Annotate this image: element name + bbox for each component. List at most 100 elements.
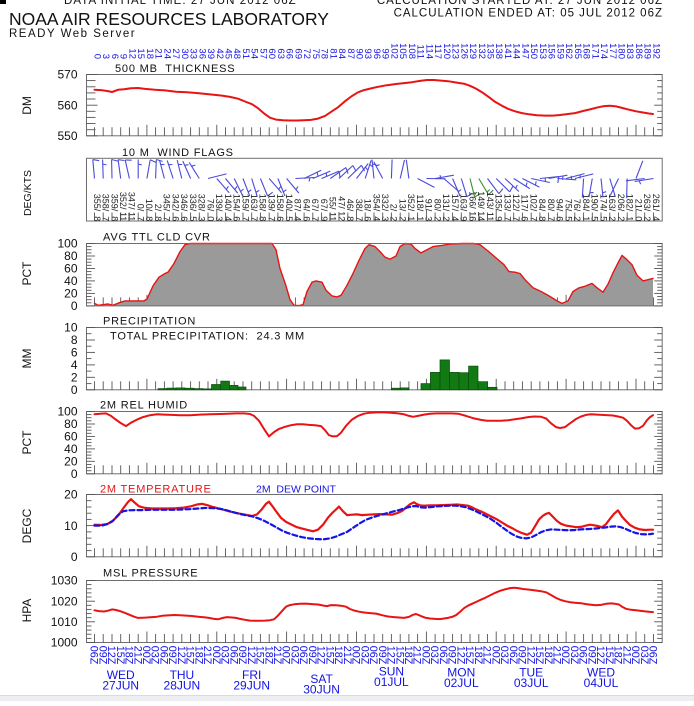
svg-text:01JUL: 01JUL (374, 675, 409, 689)
svg-text:0: 0 (71, 550, 78, 564)
svg-text:184/ 1: 184/ 1 (581, 194, 591, 222)
svg-text:2M TEMPERATURE: 2M TEMPERATURE (100, 484, 212, 496)
svg-text:2/ 8: 2/ 8 (153, 204, 163, 222)
svg-text:143/ 11: 143/ 11 (485, 192, 495, 221)
svg-text:1000: 1000 (51, 636, 78, 650)
svg-text:174/ 5: 174/ 5 (598, 194, 608, 222)
svg-text:139/ 7: 139/ 7 (266, 194, 276, 222)
svg-text:1010: 1010 (51, 615, 78, 629)
svg-text:94/ 6: 94/ 6 (555, 199, 565, 222)
svg-text:206/ 2: 206/ 2 (616, 194, 626, 222)
svg-text:192: 192 (650, 43, 661, 59)
svg-text:PCT: PCT (20, 430, 34, 455)
svg-text:20: 20 (64, 488, 78, 502)
svg-text:332/ 3: 332/ 3 (380, 194, 390, 222)
svg-text:342/ 6: 342/ 6 (170, 194, 180, 222)
svg-text:163/ 7: 163/ 7 (249, 194, 259, 222)
svg-text:PRECIPITATION: PRECIPITATION (103, 316, 196, 328)
svg-text:64/ 6: 64/ 6 (301, 199, 311, 222)
svg-text:158/ 8: 158/ 8 (258, 194, 268, 222)
svg-text:500 MB THICKNESS: 500 MB THICKNESS (115, 63, 235, 75)
svg-text:140/ 5: 140/ 5 (284, 194, 294, 222)
svg-text:190/ 5: 190/ 5 (590, 194, 600, 222)
svg-text:346/ 6: 346/ 6 (179, 194, 189, 222)
svg-text:READY Web Server: READY Web Server (9, 28, 136, 40)
svg-text:140/ 4: 140/ 4 (223, 194, 233, 222)
svg-text:75/ 5: 75/ 5 (563, 199, 573, 222)
svg-text:118/ 1: 118/ 1 (415, 194, 425, 221)
svg-text:DEG/KTS: DEG/KTS (22, 170, 34, 216)
svg-text:CALCULATION ENDED AT: 05 JUL 2: CALCULATION ENDED AT: 05 JUL 2012 06Z (394, 8, 663, 20)
svg-text:154/ 6: 154/ 6 (232, 194, 242, 222)
svg-text:0/ 7: 0/ 7 (135, 204, 145, 222)
svg-text:0: 0 (71, 299, 78, 313)
svg-text:80/ 2: 80/ 2 (432, 199, 442, 222)
svg-text:1030: 1030 (51, 574, 78, 588)
svg-text:55/ 11: 55/ 11 (328, 197, 338, 221)
svg-text:84/ 8: 84/ 8 (537, 199, 547, 222)
svg-text:355/ 8: 355/ 8 (92, 194, 102, 222)
svg-text:DATA INITIAL TIME: 27 JUN 2012: DATA INITIAL TIME: 27 JUN 2012 06Z (64, 0, 297, 7)
svg-text:02JUL: 02JUL (444, 676, 479, 690)
svg-text:131/ 2: 131/ 2 (441, 194, 451, 222)
svg-text:10 M WIND FLAGS: 10 M WIND FLAGS (122, 147, 234, 159)
svg-text:38/ 7: 38/ 7 (354, 199, 364, 222)
svg-text:76/ 0: 76/ 0 (205, 199, 215, 222)
svg-text:149/ 14: 149/ 14 (476, 191, 486, 221)
svg-text:TOTAL PRECIPITATION: 24.3 MM: TOTAL PRECIPITATION: 24.3 MM (110, 331, 305, 343)
svg-text:47/ 12: 47/ 12 (336, 196, 346, 221)
svg-text:CALCULATION STARTED AT: 27 JUN: CALCULATION STARTED AT: 27 JUN 2012 06Z (377, 0, 663, 7)
svg-text:67/ 9: 67/ 9 (319, 199, 329, 222)
svg-text:91/ 3: 91/ 3 (424, 199, 434, 222)
svg-text:133/ 7: 133/ 7 (502, 194, 512, 222)
svg-text:04JUL: 04JUL (584, 676, 619, 690)
svg-text:AVG TTL CLD CVR: AVG TTL CLD CVR (103, 232, 211, 244)
svg-text:NOAA AIR RESOURCES LABORATORY: NOAA AIR RESOURCES LABORATORY (9, 9, 329, 29)
svg-text:157/ 4: 157/ 4 (450, 194, 460, 222)
svg-text:352/ 1: 352/ 1 (406, 194, 416, 222)
svg-text:336/ 5: 336/ 5 (188, 194, 198, 222)
svg-text:30JUN: 30JUN (303, 683, 340, 697)
svg-text:139/ 3: 139/ 3 (214, 194, 224, 222)
svg-text:10/ 8: 10/ 8 (144, 199, 154, 222)
svg-text:18/ 6: 18/ 6 (363, 199, 373, 222)
svg-text:0: 0 (71, 383, 78, 397)
svg-text:135/ 9: 135/ 9 (494, 194, 504, 222)
svg-text:158/ 6: 158/ 6 (275, 194, 285, 222)
svg-text:263/ 2: 263/ 2 (642, 194, 652, 222)
svg-text:DEGC: DEGC (20, 508, 34, 543)
svg-text:550: 550 (57, 129, 77, 143)
svg-text:359/ 8: 359/ 8 (109, 194, 119, 222)
svg-text:MSL PRESSURE: MSL PRESSURE (103, 568, 198, 580)
svg-text:10: 10 (64, 519, 78, 533)
svg-text:13/ 2: 13/ 2 (397, 199, 407, 222)
svg-text:28JUN: 28JUN (164, 679, 201, 693)
svg-text:261/ 4: 261/ 4 (651, 194, 661, 222)
svg-text:354/ 4: 354/ 4 (371, 194, 381, 222)
svg-text:1020: 1020 (51, 594, 78, 608)
svg-text:163/ 2: 163/ 2 (607, 194, 617, 222)
svg-text:03JUL: 03JUL (514, 676, 549, 690)
svg-text:328/ 3: 328/ 3 (197, 194, 207, 222)
svg-text:67/ 7: 67/ 7 (310, 199, 320, 222)
svg-text:102/ 7: 102/ 7 (528, 194, 538, 222)
svg-text:PCT: PCT (20, 261, 34, 286)
svg-text:122/ 7: 122/ 7 (511, 194, 521, 222)
svg-text:76/ 2: 76/ 2 (572, 199, 582, 222)
svg-text:2/ 2: 2/ 2 (389, 204, 399, 222)
svg-text:29JUN: 29JUN (233, 679, 270, 693)
svg-text:345/ 7: 345/ 7 (162, 194, 172, 222)
svg-text:2M DEW POINT: 2M DEW POINT (256, 484, 337, 496)
svg-text:46/ 8: 46/ 8 (345, 199, 355, 222)
svg-text:358/ 7: 358/ 7 (101, 194, 111, 222)
svg-text:DM: DM (20, 96, 34, 115)
svg-text:0: 0 (71, 467, 78, 481)
svg-text:HPA: HPA (20, 599, 34, 623)
svg-text:2M REL HUMID: 2M REL HUMID (100, 400, 188, 412)
svg-text:159/ 7: 159/ 7 (240, 194, 250, 222)
svg-text:163/ 9: 163/ 9 (459, 194, 469, 222)
svg-text:182/ 1: 182/ 1 (625, 194, 635, 222)
svg-text:06Z: 06Z (647, 646, 659, 665)
svg-text:80/ 7: 80/ 7 (546, 199, 556, 222)
svg-text:347/ 11: 347/ 11 (127, 192, 137, 221)
